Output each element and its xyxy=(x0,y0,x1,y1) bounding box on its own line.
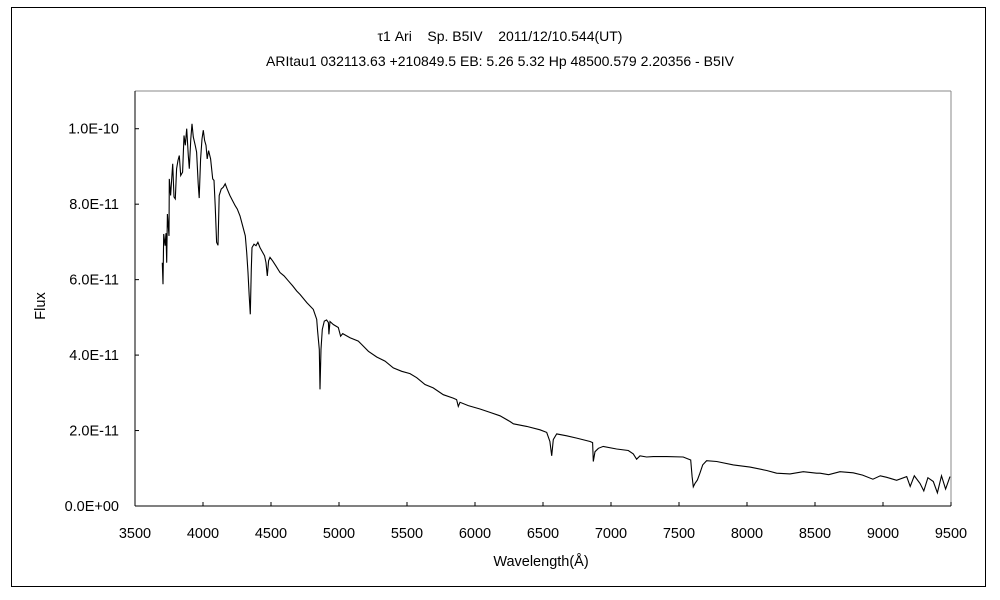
x-tick-label: 4000 xyxy=(187,526,219,542)
x-tick-label: 4500 xyxy=(255,526,287,542)
y-tick-label: 2.0E-11 xyxy=(69,424,119,440)
chart-frame xyxy=(11,7,986,587)
x-axis-label: Wavelength(Å) xyxy=(493,553,588,570)
y-ticks: 0.0E+00 2.0E-11 4.0E-11 6.0E-11 8.0E-11 1.0E-… xyxy=(65,122,139,515)
chart-subtitle: ARItau1 032113.63 +210849.5 EB: 5.26 5.3… xyxy=(266,53,734,69)
x-tick-label: 5000 xyxy=(323,526,355,542)
y-axis-label: Flux xyxy=(33,292,49,320)
x-tick-label: 6000 xyxy=(459,526,491,542)
x-tick-label: 7000 xyxy=(595,526,627,542)
spectrum-line xyxy=(161,123,951,495)
y-tick-label: 1.0E-10 xyxy=(68,122,119,138)
x-tick-label: 3500 xyxy=(119,526,151,542)
x-tick-label: 8500 xyxy=(799,526,831,542)
y-tick-label: 4.0E-11 xyxy=(69,348,119,364)
x-ticks: 3500 4000 4500 5000 5500 6000 6500 7000 7500 8000… xyxy=(119,502,967,542)
chart-title: τ1 Ari Sp. B5IV 2011/12/10.544(UT) xyxy=(377,28,623,44)
y-tick-label: 8.0E-11 xyxy=(69,197,119,213)
y-tick-label: 0.0E+00 xyxy=(65,499,119,515)
x-tick-label: 7500 xyxy=(663,526,695,542)
x-tick-label: 5500 xyxy=(391,526,423,542)
y-tick-label: 6.0E-11 xyxy=(69,273,119,289)
x-tick-label: 9000 xyxy=(867,526,899,542)
x-tick-label: 8000 xyxy=(731,526,763,542)
x-tick-label: 9500 xyxy=(935,526,967,542)
x-tick-label: 6500 xyxy=(527,526,559,542)
